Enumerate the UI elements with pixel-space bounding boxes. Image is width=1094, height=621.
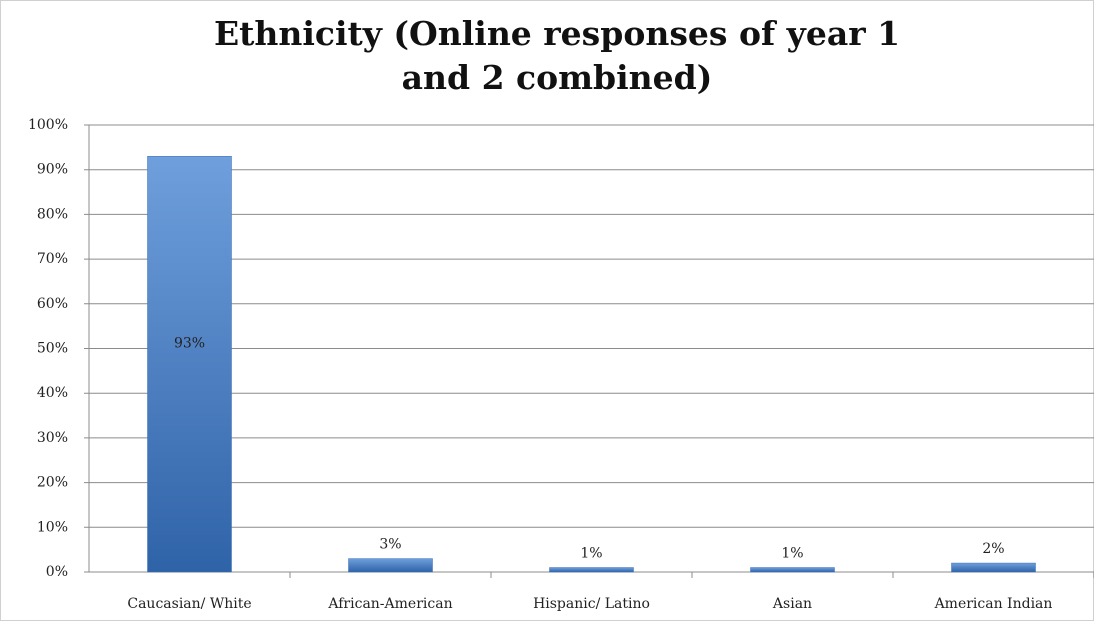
value-label: 2% [982,541,1004,557]
x-tick-label: African-American [327,596,452,612]
x-tick-label: Asian [772,596,812,612]
value-label: 3% [379,537,401,553]
y-tick-label: 20% [37,475,68,491]
bar [750,567,835,573]
x-tick-label: American Indian [934,596,1053,612]
y-tick-label: 90% [37,162,68,178]
bar [549,567,634,573]
value-label: 1% [781,546,803,562]
y-tick-label: 100% [28,117,68,133]
y-tick-label: 10% [37,519,68,535]
bar [348,558,433,573]
y-tick-label: 80% [37,206,68,222]
bar [147,156,232,573]
value-label: 1% [580,546,602,562]
y-tick-label: 30% [37,430,68,446]
y-tick-label: 40% [37,385,68,401]
value-label: 93% [174,335,205,351]
y-tick-label: 70% [37,251,68,267]
y-tick-label: 0% [46,564,68,580]
x-tick-label: Caucasian/ White [127,596,251,612]
chart-title: Ethnicity (Online responses of year 1 an… [213,14,901,97]
y-tick-label: 60% [37,296,68,312]
bar [951,562,1036,573]
x-tick-label: Hispanic/ Latino [533,596,650,612]
y-tick-label: 50% [37,341,68,357]
